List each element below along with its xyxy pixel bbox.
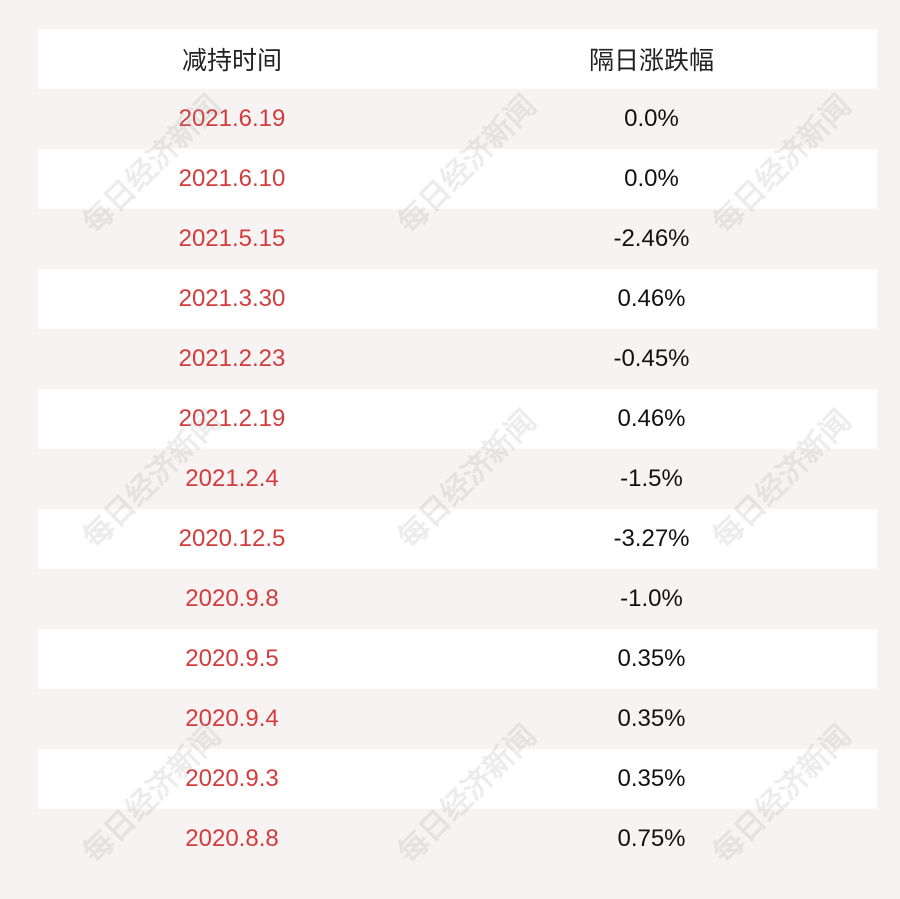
- date-cell: 2020.9.4: [185, 705, 279, 732]
- date-cell: 2020.9.8: [185, 585, 279, 612]
- change-cell: 0.35%: [617, 765, 686, 792]
- change-cell: 0.46%: [617, 405, 686, 432]
- date-cell: 2020.8.8: [185, 825, 279, 852]
- change-cell: 0.0%: [624, 165, 679, 192]
- change-cell: -3.27%: [613, 525, 690, 552]
- header-change: 隔日涨跌幅: [588, 47, 714, 75]
- header-date: 减持时间: [181, 47, 282, 75]
- table-row: 2021.2.4 -1.5%: [38, 449, 877, 509]
- change-cell: -2.46%: [613, 225, 690, 252]
- change-cell: 0.46%: [617, 285, 686, 312]
- table-row: 2020.9.4 0.35%: [38, 689, 877, 749]
- date-cell: 2021.6.10: [178, 165, 286, 192]
- table-row: 2020.9.8 -1.0%: [38, 569, 877, 629]
- change-cell: 0.35%: [617, 645, 686, 672]
- table-row: 2020.9.5 0.35%: [38, 629, 877, 689]
- table-row: 2020.9.3 0.35%: [38, 749, 877, 809]
- table-row: 2021.2.19 0.46%: [38, 389, 877, 449]
- change-cell: -1.5%: [620, 465, 683, 492]
- date-cell: 2021.3.30: [178, 285, 286, 312]
- data-table: 减持时间 隔日涨跌幅 2021.6.19 0.0% 2021.6.10 0.0% 202…: [38, 29, 877, 869]
- table-row: 2021.5.15 -2.46%: [38, 209, 877, 269]
- date-cell: 2021.2.4: [185, 465, 279, 492]
- date-cell: 2021.2.19: [178, 405, 286, 432]
- table-row: 2021.6.19 0.0%: [38, 89, 877, 149]
- date-cell: 2021.6.19: [178, 105, 286, 132]
- date-cell: 2021.2.23: [178, 345, 286, 372]
- date-cell: 2021.5.15: [178, 225, 286, 252]
- change-cell: 0.75%: [617, 825, 686, 852]
- date-cell: 2020.12.5: [178, 525, 286, 552]
- table-row: 2021.2.23 -0.45%: [38, 329, 877, 389]
- table-row: 2020.8.8 0.75%: [38, 809, 877, 869]
- change-cell: -1.0%: [620, 585, 683, 612]
- change-cell: 0.35%: [617, 705, 686, 732]
- table-header: 减持时间 隔日涨跌幅: [38, 29, 877, 89]
- table-row: 2021.3.30 0.46%: [38, 269, 877, 329]
- table-row: 2021.6.10 0.0%: [38, 149, 877, 209]
- change-cell: -0.45%: [613, 345, 690, 372]
- date-cell: 2020.9.3: [185, 765, 279, 792]
- change-cell: 0.0%: [624, 105, 679, 132]
- table-row: 2020.12.5 -3.27%: [38, 509, 877, 569]
- date-cell: 2020.9.5: [185, 645, 279, 672]
